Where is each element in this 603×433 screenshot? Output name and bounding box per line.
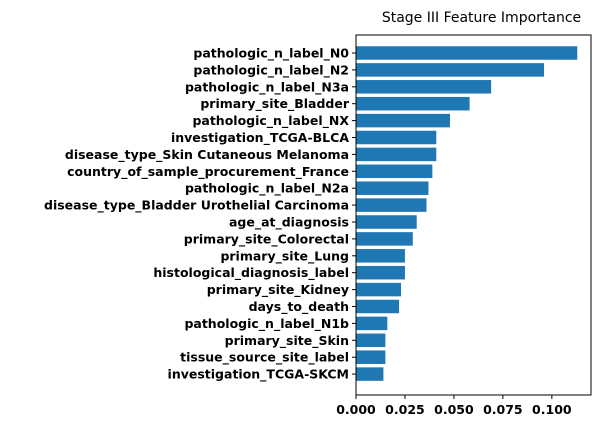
- category-label-14: histological_diagnosis_label: [153, 265, 349, 281]
- plot-frame: [355, 34, 592, 396]
- bar-4: [356, 96, 470, 111]
- x-tick-label-3: 0.050: [434, 402, 474, 417]
- category-label-6: investigation_TCGA-BLCA: [171, 130, 349, 146]
- bar-13: [356, 249, 405, 263]
- category-label-7: disease_type_Skin Cutaneous Melanoma: [65, 147, 349, 163]
- category-label-8: country_of_sample_procurement_France: [67, 164, 349, 180]
- bar-7: [356, 147, 437, 162]
- bar-9: [356, 181, 429, 195]
- bar-12: [356, 232, 413, 246]
- category-label-12: primary_site_Colorectal: [184, 231, 349, 247]
- bar-8: [356, 164, 433, 179]
- bar-19: [356, 350, 386, 364]
- category-label-19: tissue_source_site_label: [180, 350, 349, 366]
- bar-16: [356, 299, 400, 314]
- bar-2: [356, 63, 544, 77]
- category-label-20: investigation_TCGA-SKCM: [168, 367, 349, 383]
- category-label-18: primary_site_Skin: [225, 333, 349, 349]
- category-label-10: disease_type_Bladder Urothelial Carcinom…: [44, 198, 349, 214]
- bar-18: [356, 333, 386, 348]
- x-tick-label-4: 0.075: [483, 402, 523, 417]
- bar-5: [356, 113, 450, 128]
- category-label-13: primary_site_Lung: [220, 248, 349, 264]
- x-tick-label-2: 0.025: [385, 402, 425, 417]
- bar-10: [356, 198, 427, 212]
- category-label-15: primary_site_Kidney: [207, 282, 349, 298]
- category-label-9: pathologic_n_label_N2a: [185, 181, 349, 197]
- category-label-5: pathologic_n_label_NX: [192, 113, 349, 129]
- bar-17: [356, 316, 388, 331]
- x-tick-label-5: 0.100: [532, 402, 572, 417]
- category-label-1: pathologic_n_label_N0: [193, 46, 349, 62]
- category-label-2: pathologic_n_label_N2: [193, 62, 349, 78]
- category-label-11: age_at_diagnosis: [229, 215, 349, 231]
- bar-14: [356, 265, 405, 280]
- bar-1: [356, 46, 578, 60]
- category-labels-group: pathologic_n_label_N0pathologic_n_label_…: [44, 46, 356, 383]
- bar-15: [356, 282, 402, 297]
- chart-title: Stage III Feature Importance: [382, 10, 581, 26]
- bars-group: [356, 46, 578, 381]
- category-label-16: days_to_death: [249, 299, 349, 315]
- x-axis: 0.000 0.025 0.050 0.075 0.100: [336, 395, 572, 417]
- bar-20: [356, 367, 384, 381]
- x-tick-label-1: 0.000: [336, 402, 376, 417]
- bar-6: [356, 130, 437, 145]
- bar-3: [356, 80, 492, 94]
- bar-11: [356, 215, 417, 229]
- category-label-3: pathologic_n_label_N3a: [185, 79, 349, 95]
- category-label-17: pathologic_n_label_N1b: [184, 316, 349, 332]
- category-label-4: primary_site_Bladder: [200, 96, 349, 112]
